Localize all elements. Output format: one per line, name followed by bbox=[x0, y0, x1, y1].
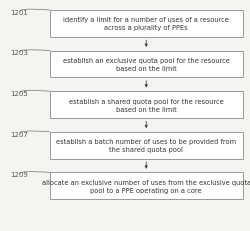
FancyBboxPatch shape bbox=[50, 173, 242, 199]
FancyBboxPatch shape bbox=[50, 52, 242, 78]
FancyBboxPatch shape bbox=[50, 92, 242, 118]
Text: 1207: 1207 bbox=[10, 131, 28, 137]
Text: establish an exclusive quota pool for the resource
based on the limit: establish an exclusive quota pool for th… bbox=[63, 58, 230, 72]
Text: 1209: 1209 bbox=[10, 171, 28, 177]
Text: identify a limit for a number of uses of a resource
across a plurality of PPEs: identify a limit for a number of uses of… bbox=[63, 17, 229, 31]
FancyBboxPatch shape bbox=[50, 11, 242, 37]
Text: establish a shared quota pool for the resource
based on the limit: establish a shared quota pool for the re… bbox=[69, 98, 224, 112]
Text: allocate an exclusive number of uses from the exclusive quota
pool to a PPE oper: allocate an exclusive number of uses fro… bbox=[42, 179, 250, 193]
Text: establish a batch number of uses to be provided from
the shared quota pool: establish a batch number of uses to be p… bbox=[56, 139, 236, 152]
Text: 1203: 1203 bbox=[10, 50, 28, 56]
FancyBboxPatch shape bbox=[50, 132, 242, 159]
Text: 1205: 1205 bbox=[10, 91, 28, 97]
Text: 1201: 1201 bbox=[10, 10, 28, 16]
